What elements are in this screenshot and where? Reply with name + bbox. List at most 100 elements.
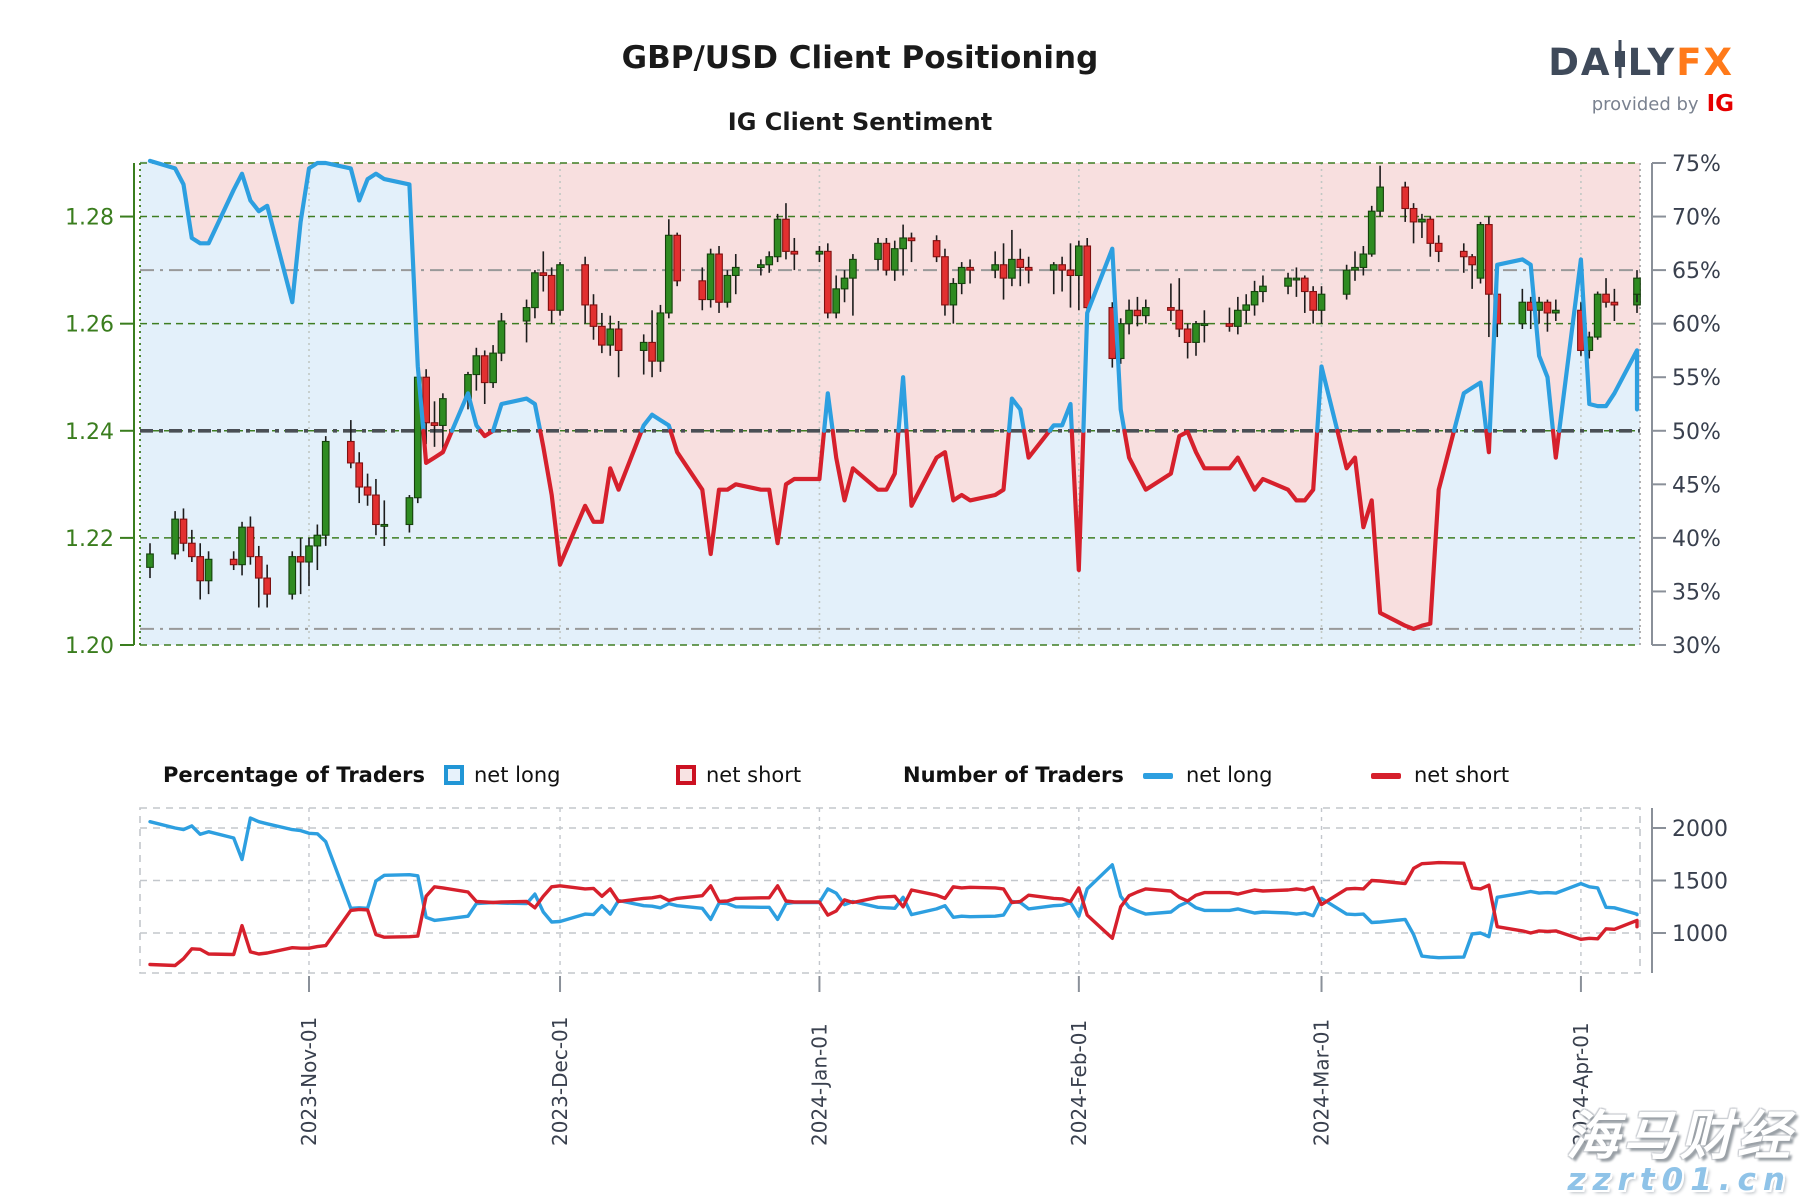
candle-bullish bbox=[439, 398, 447, 426]
count-tick-label: 1000 bbox=[1672, 922, 1728, 947]
candle-bullish bbox=[773, 218, 782, 258]
candle-bullish bbox=[1141, 307, 1150, 317]
candle-bearish bbox=[715, 253, 723, 303]
price-tick-label: 1.28 bbox=[65, 206, 114, 231]
candle-bearish bbox=[1083, 245, 1092, 309]
candle-bearish bbox=[1610, 301, 1619, 306]
candle-bullish bbox=[531, 272, 539, 309]
month-label: 2023-Dec-01 bbox=[548, 1017, 572, 1146]
pct-tick-label: 35% bbox=[1672, 580, 1721, 605]
candle-bearish bbox=[539, 272, 548, 277]
candle-bearish bbox=[296, 556, 305, 563]
candle-bullish bbox=[1008, 258, 1016, 279]
net-short-pct-line bbox=[1069, 428, 1086, 573]
candle-bullish bbox=[1476, 224, 1485, 279]
net-long-pct-line bbox=[1047, 401, 1074, 433]
net-short-pct-line bbox=[904, 428, 1012, 508]
pct-tick-label: 50% bbox=[1672, 420, 1721, 445]
net-short-pct-line bbox=[1021, 428, 1052, 460]
candle-bullish bbox=[899, 237, 907, 250]
candlesticks bbox=[146, 165, 1641, 608]
net-short-pct-line bbox=[1122, 428, 1320, 503]
candle-bearish bbox=[187, 542, 196, 558]
legend-netlong-pct-swatch bbox=[444, 765, 464, 785]
page-title: GBP/USD Client Positioning bbox=[621, 40, 1099, 76]
candle-bearish bbox=[907, 237, 916, 242]
candle-bearish bbox=[1401, 186, 1410, 210]
net-long-pct-line bbox=[1006, 396, 1027, 433]
candle-bearish bbox=[1133, 309, 1142, 317]
candle-bullish bbox=[890, 248, 899, 271]
candle-bullish bbox=[405, 497, 414, 526]
candle-bullish bbox=[1376, 186, 1384, 212]
candle-bullish bbox=[146, 553, 154, 568]
pct-tick-label: 30% bbox=[1672, 634, 1721, 659]
candle-bearish bbox=[1225, 323, 1234, 327]
candle-bullish bbox=[706, 253, 715, 301]
legend-netshort-count-dash bbox=[1371, 773, 1401, 779]
net-short-pct-line bbox=[538, 428, 644, 567]
candle-bearish bbox=[1024, 266, 1033, 271]
candle-bullish bbox=[832, 288, 841, 314]
candle-bullish bbox=[723, 274, 732, 303]
candle-bullish bbox=[305, 545, 313, 563]
candle-bullish bbox=[656, 312, 665, 362]
candle-bullish bbox=[204, 558, 213, 582]
chart-subtitle: IG Client Sentiment bbox=[727, 108, 993, 136]
candle-bullish bbox=[1551, 309, 1560, 314]
net-long-pct-line bbox=[1315, 364, 1340, 433]
net-long-count-line bbox=[148, 816, 1639, 960]
candle-bearish bbox=[1058, 264, 1066, 271]
candle-bearish bbox=[246, 526, 255, 558]
candle-bearish bbox=[1300, 277, 1309, 293]
candlestick-icon bbox=[1613, 40, 1627, 85]
candle-bearish bbox=[698, 280, 707, 301]
pct-tick-label: 55% bbox=[1672, 366, 1721, 391]
net-short-pct-line bbox=[421, 428, 455, 465]
net-short-count-line bbox=[148, 860, 1639, 968]
candle-bullish bbox=[849, 258, 857, 279]
candle-bullish bbox=[1342, 269, 1351, 295]
candle-bearish bbox=[882, 242, 891, 271]
candle-bullish bbox=[1359, 253, 1368, 268]
legend-netlong-count-label: net long bbox=[1186, 763, 1273, 787]
net-short-pct-line bbox=[1484, 428, 1492, 455]
candle-bearish bbox=[254, 556, 263, 579]
price-tick-label: 1.20 bbox=[65, 634, 114, 659]
candle-bullish bbox=[815, 250, 824, 255]
candle-bearish bbox=[1175, 309, 1184, 330]
candle-bullish bbox=[238, 526, 246, 566]
net-long-pct-line bbox=[1487, 257, 1556, 433]
legend-netshort-pct-swatch bbox=[676, 765, 696, 785]
month-label: 2024-Mar-01 bbox=[1310, 1019, 1334, 1146]
count-panel-border bbox=[139, 807, 1641, 974]
watermark-line1: 海马财经 bbox=[1566, 1106, 1794, 1167]
logo-provided-by: provided by bbox=[1591, 93, 1699, 115]
net-long-pct-line bbox=[896, 375, 909, 433]
candle-bullish bbox=[1418, 218, 1426, 223]
candle-bearish bbox=[941, 256, 949, 306]
candle-bearish bbox=[346, 440, 355, 464]
legend-netshort-pct-label: net short bbox=[706, 763, 802, 787]
candle-bullish bbox=[380, 523, 389, 527]
candle-bullish bbox=[321, 440, 330, 536]
candle-bearish bbox=[1167, 307, 1175, 311]
legend-netlong-pct-label: net long bbox=[474, 763, 561, 787]
candle-bearish bbox=[782, 218, 790, 252]
pct-tick-label: 70% bbox=[1672, 206, 1721, 231]
candle-bullish bbox=[1317, 293, 1326, 311]
candle-bullish bbox=[556, 264, 564, 311]
candle-bearish bbox=[966, 266, 974, 271]
candle-bullish bbox=[1351, 266, 1359, 271]
candle-bearish bbox=[430, 422, 439, 426]
candle-bullish bbox=[1633, 277, 1641, 295]
legend-netlong-count-dash bbox=[1143, 773, 1173, 779]
candle-bullish bbox=[288, 556, 297, 595]
candle-bullish bbox=[1518, 301, 1527, 325]
price-tick-label: 1.24 bbox=[65, 420, 114, 445]
candle-bullish bbox=[874, 242, 882, 260]
candle-bullish bbox=[1125, 309, 1133, 325]
net-long-pct-line bbox=[147, 158, 426, 433]
candle-bullish bbox=[1192, 323, 1200, 343]
